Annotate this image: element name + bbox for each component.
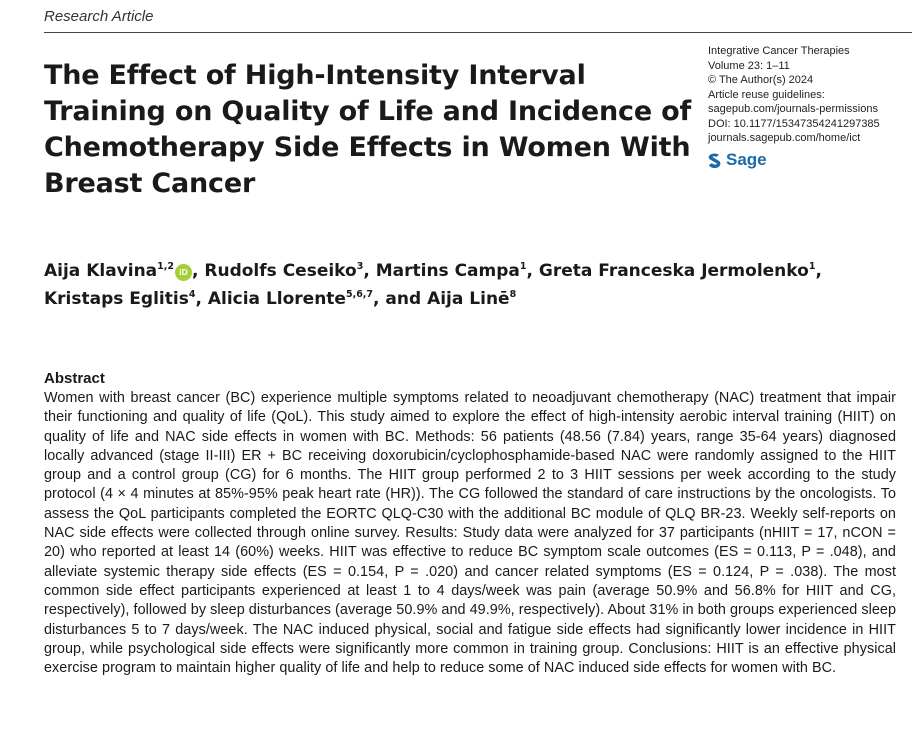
author-affiliation: 1 [808, 261, 816, 272]
publisher-name: Sage [726, 150, 767, 169]
journal-name: Integrative Cancer Therapies [708, 45, 850, 57]
abstract-text: Women with breast cancer (BC) experience… [44, 390, 896, 677]
publisher-logo[interactable]: Sage [708, 150, 767, 170]
sage-logo-icon [708, 153, 721, 168]
author-name[interactable]: Aija Linē [427, 289, 510, 309]
author-affiliation: 8 [509, 289, 517, 300]
author-affiliation: 4 [188, 289, 196, 300]
article-type-label: Research Article [44, 8, 154, 25]
author-name[interactable]: Greta Franceska Jermolenko [538, 261, 809, 281]
reuse-guidelines: Article reuse guidelines: [708, 88, 825, 101]
doi[interactable]: DOI: 10.1177/15347354241297385 [708, 117, 880, 130]
author-name[interactable]: Martins Campa [375, 261, 520, 281]
author-separator: , [526, 261, 539, 281]
author-separator: , and [373, 289, 428, 309]
author-affiliation: 5,6,7 [345, 289, 374, 300]
author-name[interactable]: Aija Klavina [44, 261, 158, 281]
author-list: Aija Klavina1,2 iD, Rudolfs Ceseiko3, Mar… [44, 257, 904, 313]
author-name[interactable]: Alicia Llorente [207, 289, 346, 309]
author-separator: , [195, 289, 208, 309]
copyright: © The Author(s) 2024 [708, 74, 814, 86]
header-rule [44, 32, 912, 33]
author-name[interactable]: Kristaps Eglitis [44, 289, 189, 309]
author-separator: , [815, 261, 822, 281]
author-name[interactable]: Rudolfs Ceseiko [204, 261, 357, 281]
abstract-section: Abstract Women with breast cancer (BC) e… [44, 369, 896, 678]
journal-volume: Volume 23: 1–11 [708, 59, 790, 72]
abstract-heading: Abstract [44, 370, 105, 387]
orcid-icon[interactable]: iD [175, 264, 192, 281]
author-separator: , [192, 261, 205, 281]
author-affiliation: 3 [356, 261, 364, 272]
article-title: The Effect of High-Intensity Interval Tr… [44, 60, 692, 199]
journal-homepage-link[interactable]: journals.sagepub.com/home/ict [708, 132, 861, 144]
journal-info: Integrative Cancer Therapies Volume 23: … [708, 44, 913, 146]
author-affiliation: 1,2 [157, 261, 174, 272]
permissions-link[interactable]: sagepub.com/journals-permissions [708, 103, 878, 115]
author-affiliation: 1 [519, 261, 527, 272]
author-separator: , [363, 261, 376, 281]
